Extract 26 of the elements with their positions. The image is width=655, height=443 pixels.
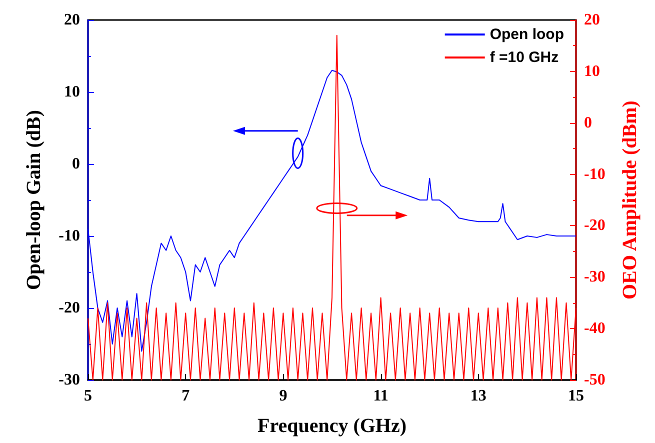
y2-axis-title: OEO Amplitude (dBm): [619, 100, 641, 300]
y-axis-title: Open-loop Gain (dB): [23, 110, 45, 290]
y2-tick-label: 10: [584, 62, 600, 80]
y2-tick-label: 20: [584, 12, 600, 28]
x-tick-label: 9: [279, 388, 288, 404]
x-tick-label: 15: [568, 388, 584, 404]
x-tick-label: 13: [470, 388, 486, 404]
x-tick-label: 11: [373, 388, 388, 404]
y-tick-label: -20: [58, 300, 80, 316]
y2-tick-label: -30: [584, 268, 606, 286]
legend-label: Open loop: [490, 26, 564, 43]
line-series: [88, 70, 576, 352]
y2-tick-label: -50: [584, 372, 606, 388]
y2-tick-label: -20: [584, 217, 606, 234]
y-tick-label: -30: [58, 372, 80, 388]
legend-label: f =10 GHz: [490, 49, 559, 66]
x-tick-label: 7: [182, 388, 190, 404]
y2-tick-label: 0: [584, 114, 592, 132]
y2-tick-label: -40: [584, 320, 606, 338]
y-tick-label: 0: [72, 156, 80, 172]
x-axis-title: Frequency (GHz): [257, 415, 407, 437]
y-tick-label: -10: [58, 228, 80, 244]
y-tick-label: 20: [64, 12, 80, 28]
x-tick-label: 5: [84, 388, 92, 404]
y-tick-label: 10: [64, 84, 80, 100]
y2-tick-label: -10: [584, 166, 606, 183]
